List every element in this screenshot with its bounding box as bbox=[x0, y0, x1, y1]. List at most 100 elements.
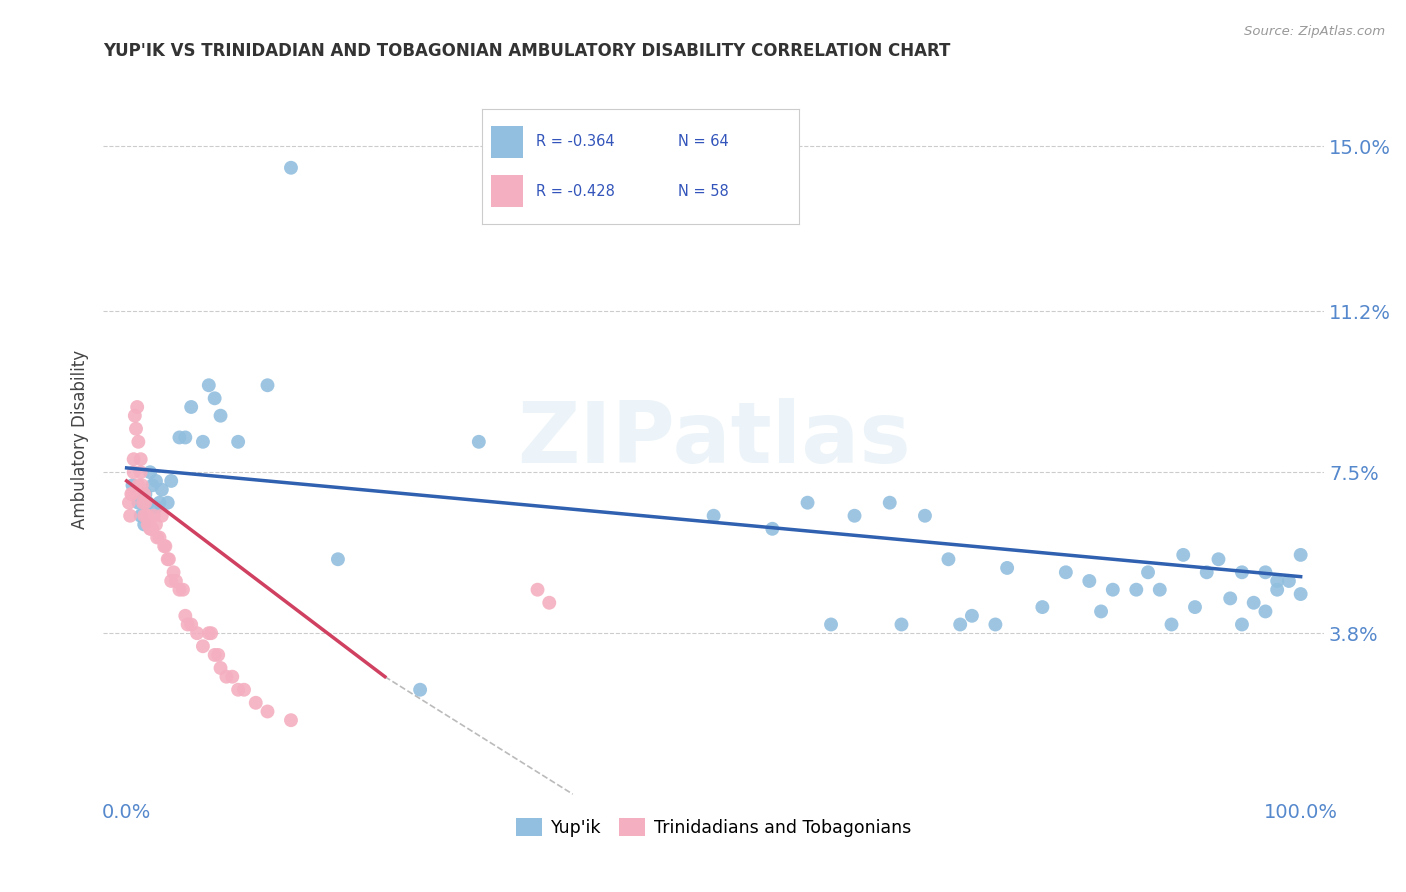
Point bbox=[136, 496, 159, 510]
Point bbox=[207, 648, 229, 662]
Point bbox=[129, 452, 152, 467]
Point bbox=[1265, 582, 1288, 597]
Point bbox=[914, 508, 936, 523]
Point bbox=[209, 661, 232, 675]
Point bbox=[160, 474, 183, 488]
Point bbox=[142, 508, 165, 523]
Point bbox=[1230, 617, 1253, 632]
Point bbox=[960, 608, 983, 623]
Point bbox=[215, 670, 238, 684]
Point bbox=[148, 496, 170, 510]
Point bbox=[226, 682, 249, 697]
Point bbox=[129, 465, 152, 479]
Point bbox=[221, 670, 243, 684]
Point bbox=[1230, 566, 1253, 580]
Point bbox=[156, 496, 179, 510]
Point bbox=[280, 161, 302, 175]
Point bbox=[121, 478, 143, 492]
Point bbox=[256, 378, 278, 392]
Point bbox=[984, 617, 1007, 632]
Point bbox=[1054, 566, 1077, 580]
Point bbox=[1078, 574, 1101, 588]
Point bbox=[703, 508, 725, 523]
Point bbox=[120, 508, 142, 523]
Point bbox=[134, 487, 156, 501]
Point bbox=[127, 400, 149, 414]
Point bbox=[538, 596, 561, 610]
Point bbox=[135, 508, 157, 523]
Point bbox=[1254, 604, 1277, 618]
Point bbox=[134, 487, 156, 501]
Point bbox=[198, 626, 221, 640]
Point bbox=[890, 617, 912, 632]
Point bbox=[157, 552, 180, 566]
Point bbox=[204, 648, 226, 662]
Point bbox=[127, 434, 149, 449]
Point bbox=[761, 522, 783, 536]
Point bbox=[280, 713, 302, 727]
Point bbox=[125, 422, 148, 436]
Point bbox=[1125, 582, 1147, 597]
Point bbox=[155, 539, 177, 553]
Point bbox=[1254, 566, 1277, 580]
Point bbox=[180, 400, 202, 414]
Point bbox=[844, 508, 866, 523]
Point bbox=[145, 500, 167, 514]
Point bbox=[1090, 604, 1112, 618]
Text: YUP'IK VS TRINIDADIAN AND TOBAGONIAN AMBULATORY DISABILITY CORRELATION CHART: YUP'IK VS TRINIDADIAN AND TOBAGONIAN AMB… bbox=[103, 42, 950, 60]
Point bbox=[162, 566, 184, 580]
Point bbox=[121, 487, 143, 501]
Point bbox=[200, 626, 222, 640]
Point bbox=[191, 639, 214, 653]
Point bbox=[134, 508, 156, 523]
Point bbox=[122, 452, 145, 467]
Point bbox=[209, 409, 232, 423]
Point bbox=[1289, 548, 1312, 562]
Point bbox=[1208, 552, 1230, 566]
Point bbox=[136, 508, 159, 523]
Point bbox=[139, 465, 162, 479]
Point bbox=[134, 496, 156, 510]
Legend: Yup'ik, Trinidadians and Tobagonians: Yup'ik, Trinidadians and Tobagonians bbox=[509, 811, 918, 844]
Point bbox=[148, 531, 170, 545]
Point bbox=[226, 434, 249, 449]
Point bbox=[526, 582, 548, 597]
Point bbox=[150, 508, 173, 523]
Point bbox=[191, 434, 214, 449]
Point bbox=[1137, 566, 1160, 580]
Point bbox=[245, 696, 267, 710]
Text: Source: ZipAtlas.com: Source: ZipAtlas.com bbox=[1244, 25, 1385, 38]
Point bbox=[326, 552, 349, 566]
Point bbox=[233, 682, 256, 697]
Point bbox=[141, 522, 163, 536]
Point bbox=[409, 682, 432, 697]
Point bbox=[174, 608, 197, 623]
Point bbox=[138, 517, 160, 532]
Point bbox=[127, 478, 149, 492]
Point bbox=[995, 561, 1018, 575]
Point bbox=[1289, 587, 1312, 601]
Point bbox=[118, 496, 141, 510]
Point bbox=[145, 517, 167, 532]
Point bbox=[1173, 548, 1195, 562]
Point bbox=[120, 487, 142, 501]
Point bbox=[134, 517, 156, 532]
Point bbox=[1195, 566, 1218, 580]
Y-axis label: Ambulatory Disability: Ambulatory Disability bbox=[72, 350, 89, 529]
Point bbox=[127, 496, 149, 510]
Point bbox=[156, 552, 179, 566]
Point bbox=[1219, 591, 1241, 606]
Point bbox=[124, 409, 146, 423]
Point bbox=[129, 508, 152, 523]
Point bbox=[468, 434, 491, 449]
Point bbox=[150, 483, 173, 497]
Point bbox=[204, 392, 226, 406]
Point bbox=[1031, 600, 1053, 615]
Point bbox=[796, 496, 818, 510]
Point bbox=[256, 705, 278, 719]
Point bbox=[131, 478, 153, 492]
Point bbox=[1265, 574, 1288, 588]
Point bbox=[172, 582, 194, 597]
Point bbox=[820, 617, 842, 632]
Point bbox=[186, 626, 208, 640]
